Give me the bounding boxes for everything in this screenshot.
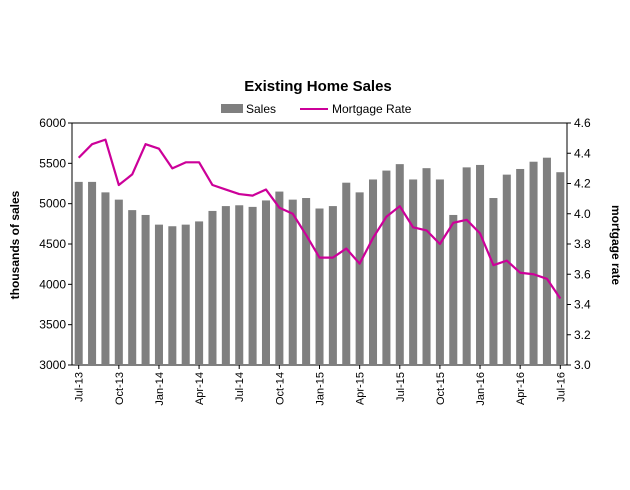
sales-bar xyxy=(221,206,230,365)
right-axis-ticks: 3.0 3.2 3.4 3.6 3.8 4.0 4.2 4.4 4.6 xyxy=(567,116,591,372)
sales-bar xyxy=(128,210,137,365)
left-tick-label: 6000 xyxy=(39,116,66,130)
legend-mortgage-label: Mortgage Rate xyxy=(332,102,412,116)
sales-bar xyxy=(422,168,431,365)
sales-bar xyxy=(261,200,270,365)
left-tick-label: 4000 xyxy=(39,277,66,291)
sales-bar xyxy=(315,208,324,365)
sales-bar xyxy=(275,191,284,365)
right-tick-label: 3.0 xyxy=(574,358,591,372)
sales-bar xyxy=(168,226,177,365)
sales-bar xyxy=(489,198,498,365)
legend: Sales Mortgage Rate xyxy=(221,102,412,116)
right-tick-label: 4.2 xyxy=(574,177,591,191)
sales-bar xyxy=(395,164,404,365)
left-tick-label: 5000 xyxy=(39,197,66,211)
left-tick-label: 3000 xyxy=(39,358,66,372)
left-axis-label: thousands of sales xyxy=(8,190,22,299)
sales-bar xyxy=(449,214,458,365)
x-tick-label: Jul-13 xyxy=(74,372,86,402)
right-tick-label: 4.4 xyxy=(574,146,591,160)
sales-bar xyxy=(516,168,525,365)
sales-bar xyxy=(248,206,257,365)
left-tick-label: 5500 xyxy=(39,156,66,170)
sales-bar xyxy=(328,206,337,365)
sales-bar xyxy=(181,224,190,365)
x-axis-ticks: Jul-13 Oct-13 Jan-14 Apr-14 Jul-14 Oct-14 Jan-… xyxy=(74,365,567,406)
x-tick-label: Jul-15 xyxy=(395,372,407,402)
sales-bar xyxy=(476,164,485,365)
right-tick-label: 3.8 xyxy=(574,237,591,251)
sales-bar xyxy=(154,224,163,365)
sales-bar xyxy=(74,181,83,365)
sales-bar xyxy=(529,161,538,365)
right-axis-label: mortgage rate xyxy=(609,205,623,285)
sales-bar xyxy=(435,179,444,365)
sales-bars xyxy=(74,157,565,365)
x-tick-label: Jul-16 xyxy=(555,372,567,402)
sales-bar xyxy=(369,179,378,365)
sales-bar xyxy=(462,167,471,365)
sales-bar xyxy=(355,192,364,365)
x-tick-label: Oct-15 xyxy=(435,372,447,405)
sales-bar xyxy=(101,192,110,365)
sales-bar xyxy=(502,174,511,365)
left-axis-ticks: 3000 3500 4000 4500 5000 5500 6000 xyxy=(39,116,72,372)
x-tick-label: Apr-15 xyxy=(355,372,367,405)
mortgage-rate-line-group xyxy=(77,138,562,300)
x-tick-label: Jul-14 xyxy=(234,372,246,402)
sales-bar xyxy=(114,199,123,365)
sales-bar xyxy=(195,221,204,365)
sales-bar xyxy=(208,210,217,365)
sales-bar xyxy=(342,182,351,365)
x-tick-label: Apr-14 xyxy=(194,372,206,405)
x-tick-label: Jan-14 xyxy=(154,372,166,406)
right-tick-label: 3.6 xyxy=(574,267,591,281)
sales-bar xyxy=(288,199,297,365)
sales-bar xyxy=(409,179,418,365)
legend-sales-label: Sales xyxy=(246,102,276,116)
right-tick-label: 4.0 xyxy=(574,207,591,221)
x-tick-label: Jan-15 xyxy=(315,372,327,406)
legend-sales-swatch xyxy=(221,104,243,113)
x-tick-label: Oct-14 xyxy=(274,372,286,405)
mortgage-rate-line xyxy=(77,138,562,300)
sales-bar xyxy=(88,181,97,365)
right-tick-label: 3.2 xyxy=(574,328,591,342)
left-tick-label: 4500 xyxy=(39,237,66,251)
sales-bar xyxy=(542,157,551,365)
sales-bar xyxy=(235,205,244,365)
sales-bar xyxy=(302,198,311,365)
sales-bar xyxy=(556,172,565,365)
right-tick-label: 3.4 xyxy=(574,298,591,312)
chart-title: Existing Home Sales xyxy=(244,78,392,95)
x-tick-label: Oct-13 xyxy=(114,372,126,405)
sales-bar xyxy=(382,170,391,365)
x-tick-label: Jan-16 xyxy=(475,372,487,406)
left-tick-label: 3500 xyxy=(39,318,66,332)
right-tick-label: 4.6 xyxy=(574,116,591,130)
sales-bar xyxy=(141,214,150,365)
x-tick-label: Apr-16 xyxy=(515,372,527,405)
